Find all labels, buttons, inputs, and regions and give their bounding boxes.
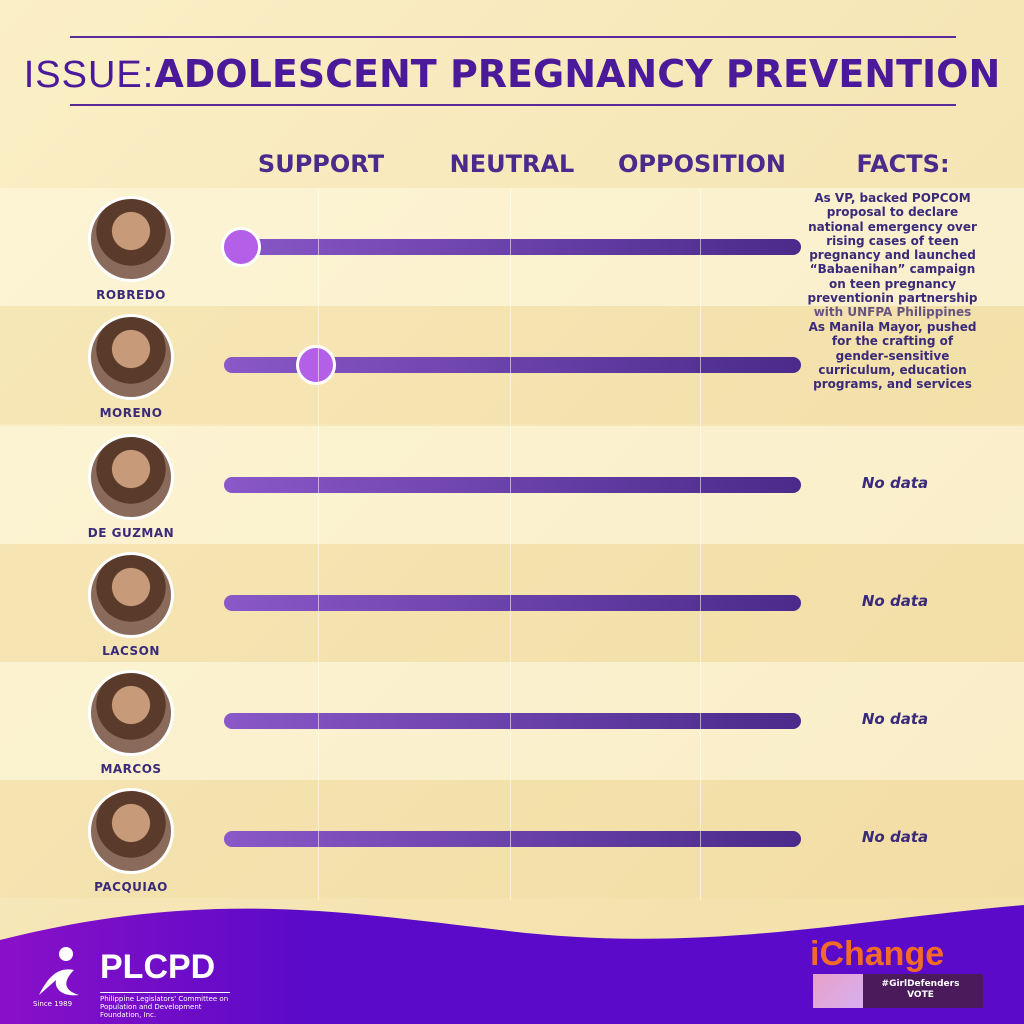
grid-line — [510, 188, 511, 900]
page-title: ISSUE:ADOLESCENT PREGNANCY PREVENTION — [0, 52, 1024, 97]
grid-line — [318, 188, 319, 900]
stance-knob — [221, 227, 262, 267]
footer-wave — [0, 905, 1024, 1024]
fact-text: No data — [861, 474, 929, 492]
plcpd-logo-icon — [39, 947, 79, 996]
candidate-photo — [88, 670, 174, 756]
candidate-row: MORENO As Manila Mayor, pushed for the c… — [0, 306, 1024, 424]
ichange-logo: iChange — [810, 935, 945, 973]
candidate-row: LACSON No data — [0, 544, 1024, 662]
column-opposition: OPPOSITION — [618, 150, 786, 178]
candidate-name: PACQUIAO — [94, 880, 168, 894]
candidate-photo — [88, 434, 174, 520]
plcpd-full-name: Philippine Legislators' Committee on Pop… — [100, 992, 230, 1019]
fact-text: As VP, backed POPCOM proposal to declare… — [807, 191, 978, 320]
stance-knob — [296, 345, 337, 385]
candidate-row: PACQUIAO No data — [0, 780, 1024, 898]
column-neutral: NEUTRAL — [449, 150, 575, 178]
fact-text: No data — [861, 828, 929, 846]
candidate-name: ROBREDO — [96, 288, 166, 302]
stance-slider — [224, 713, 801, 729]
bottom-rule — [70, 104, 956, 106]
issue-title: ADOLESCENT PREGNANCY PREVENTION — [154, 52, 1001, 96]
stance-slider — [224, 595, 801, 611]
fact-text: As Manila Mayor, pushed for the crafting… — [808, 320, 977, 392]
stance-slider — [224, 831, 801, 847]
issue-label: ISSUE: — [23, 54, 155, 96]
candidate-photo — [88, 196, 174, 282]
girldefenders-image — [813, 974, 863, 1008]
grid-line — [700, 188, 701, 900]
column-facts: FACTS: — [856, 150, 950, 178]
candidate-name: DE GUZMAN — [87, 526, 175, 540]
hashtag-sub: VOTE — [907, 990, 934, 1000]
top-rule — [70, 36, 956, 38]
fact-text: No data — [861, 592, 929, 610]
candidate-row: DE GUZMAN No data — [0, 426, 1024, 544]
stance-slider — [221, 227, 801, 267]
candidate-name: MARCOS — [100, 762, 162, 776]
candidate-photo — [88, 788, 174, 874]
candidate-row: ROBREDO As VP, backed POPCOM proposal to… — [0, 188, 1024, 319]
candidate-name: LACSON — [102, 644, 160, 658]
hashtag: #GirlDefenders — [881, 979, 960, 989]
plcpd-logo: PLCPD — [100, 948, 216, 986]
stance-slider — [224, 477, 801, 493]
column-support: SUPPORT — [257, 150, 385, 178]
candidate-photo — [88, 552, 174, 638]
fact-text: No data — [861, 710, 929, 728]
stance-slider — [224, 345, 801, 385]
candidate-row: MARCOS No data — [0, 662, 1024, 780]
candidate-name: MORENO — [99, 406, 163, 420]
since-label: Since 1989 — [33, 1000, 73, 1008]
candidate-photo — [88, 314, 174, 400]
